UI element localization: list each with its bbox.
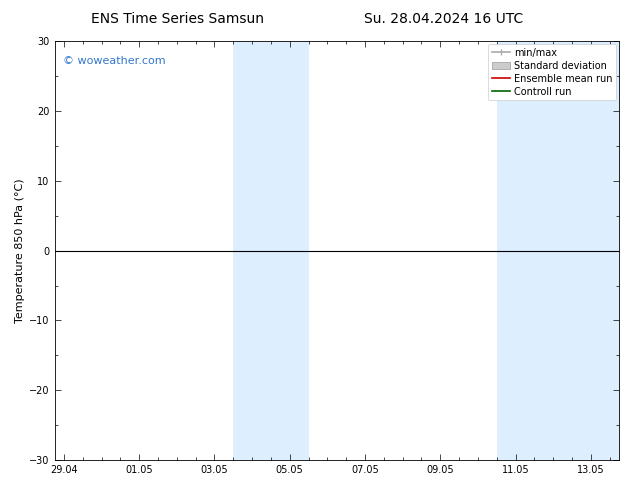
Text: © woweather.com: © woweather.com	[63, 56, 165, 66]
Legend: min/max, Standard deviation, Ensemble mean run, Controll run: min/max, Standard deviation, Ensemble me…	[488, 44, 616, 100]
Bar	[233, 41, 309, 460]
Text: Su. 28.04.2024 16 UTC: Su. 28.04.2024 16 UTC	[364, 12, 524, 26]
Bar	[496, 41, 619, 460]
Text: ENS Time Series Samsun: ENS Time Series Samsun	[91, 12, 264, 26]
Y-axis label: Temperature 850 hPa (°C): Temperature 850 hPa (°C)	[15, 178, 25, 323]
